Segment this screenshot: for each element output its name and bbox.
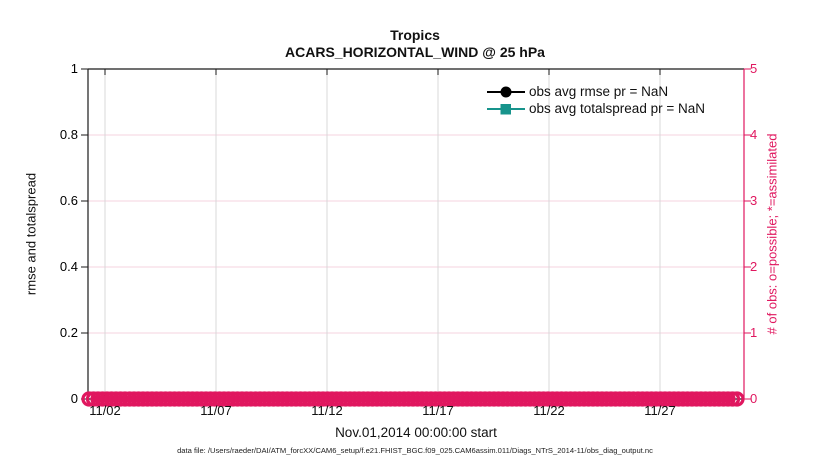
- x-axis-label: Nov.01,2014 00:00:00 start: [335, 425, 497, 440]
- left-tick-label: 1: [70, 61, 78, 76]
- x-tick-label: 11/27: [644, 403, 676, 418]
- right-tick-label: 5: [750, 61, 758, 76]
- left-axis-label: rmse and totalspread: [23, 172, 39, 296]
- chart-title: Tropics: [390, 27, 440, 43]
- right-tick-label: 2: [750, 259, 758, 274]
- legend-entry-totalspread: obs avg totalspread pr = NaN: [486, 100, 705, 117]
- x-tick-label: 11/07: [200, 403, 232, 418]
- x-tick-label: 11/12: [311, 403, 343, 418]
- obs-count-marker: [729, 391, 745, 407]
- chart-subtitle: ACARS_HORIZONTAL_WIND @ 25 hPa: [285, 44, 545, 60]
- left-tick-label: 0.4: [59, 259, 78, 274]
- rmse-line-circle-marker: [487, 86, 525, 97]
- left-tick-label: 0: [70, 391, 78, 406]
- legend-label: obs avg rmse pr = NaN: [529, 84, 669, 99]
- right-tick-label: 3: [750, 193, 758, 208]
- left-tick-label: 0.2: [59, 325, 78, 340]
- legend: obs avg rmse pr = NaN obs avg totalsprea…: [486, 83, 705, 117]
- right-tick-label: 0: [750, 391, 758, 406]
- left-tick-label: 0.8: [59, 127, 78, 142]
- right-tick-label: 1: [750, 325, 758, 340]
- totalspread-line-square-marker: [487, 103, 525, 114]
- legend-label: obs avg totalspread pr = NaN: [529, 101, 705, 116]
- legend-entry-rmse: obs avg rmse pr = NaN: [486, 83, 705, 100]
- x-tick-label: 11/17: [422, 403, 454, 418]
- data-file-caption: data file: /Users/raeder/DAI/ATM_forcXX/…: [177, 446, 653, 455]
- right-tick-label: 4: [750, 127, 758, 142]
- x-tick-label: 11/02: [89, 403, 121, 418]
- left-tick-label: 0.6: [59, 193, 78, 208]
- x-tick-label: 11/22: [533, 403, 565, 418]
- right-axis-label: # of obs: o=possible; *=assimilated: [764, 133, 780, 335]
